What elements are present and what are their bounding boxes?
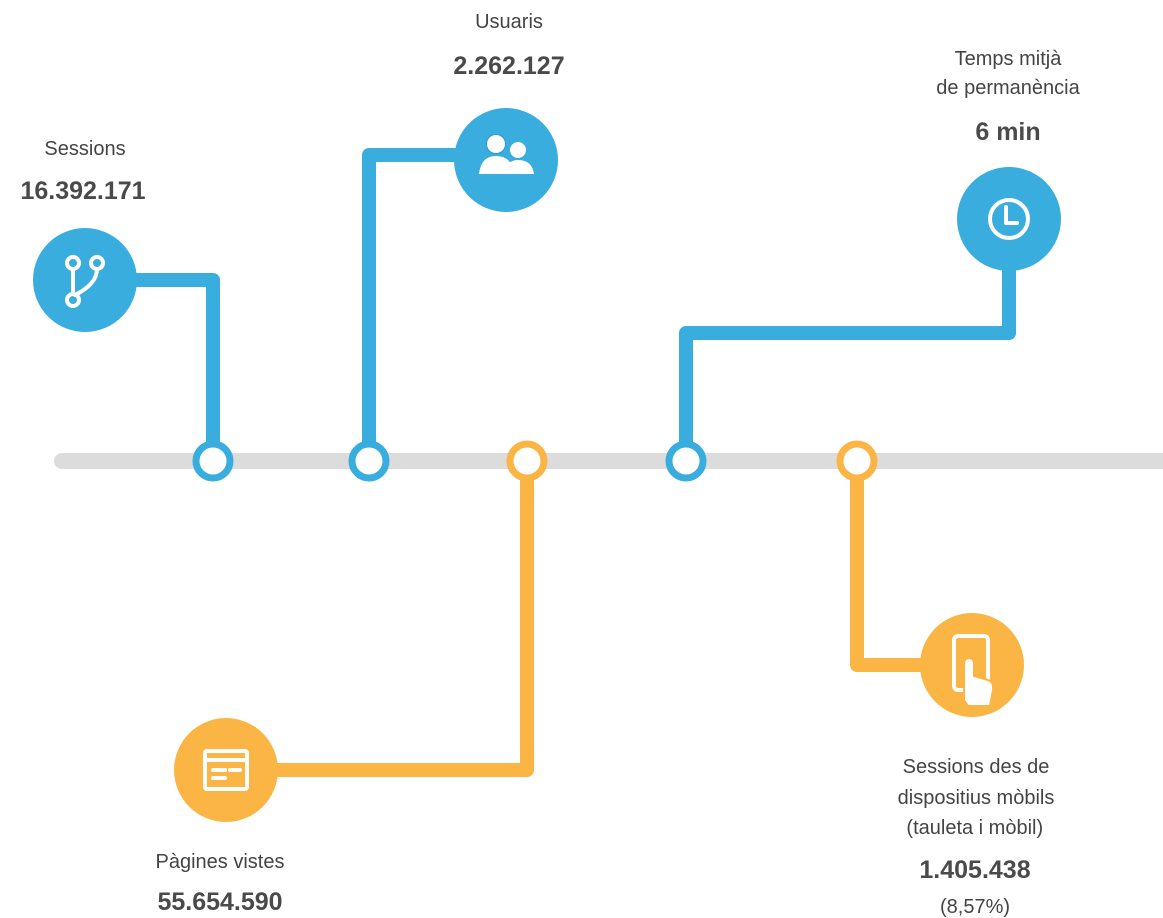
metric-note: (8,57%) [940,896,1010,918]
pages-icon [174,718,278,822]
metric-label: Temps mitjà [955,48,1063,70]
metric-value: 16.392.171 [20,177,145,205]
metric-value: 55.654.590 [157,888,282,916]
mobile-icon [920,613,1024,717]
metric-label: de permanència [936,77,1080,99]
connector [362,148,470,446]
metric-value: 2.262.127 [453,52,564,80]
metric-value: 6 min [975,118,1040,146]
metric-label: Sessions des de [903,756,1050,778]
metric-value: 1.405.438 [919,856,1030,884]
metric-label: (tauleta i mòbil) [901,817,1043,839]
node [348,440,390,482]
sessions-icon [33,228,137,332]
connector [120,273,220,446]
metric-label: Sessions [44,138,125,160]
node [836,440,878,482]
node [506,440,548,482]
users-icon [454,108,558,212]
node [192,440,234,482]
node [665,440,707,482]
connector [850,476,950,672]
clock-icon [957,167,1061,271]
metric-label: Pàgines vistes [156,851,285,873]
connector [679,250,1016,446]
connector [250,476,534,777]
metric-label: dispositius mòbils [898,787,1055,809]
metric-label: Usuaris [475,11,543,33]
